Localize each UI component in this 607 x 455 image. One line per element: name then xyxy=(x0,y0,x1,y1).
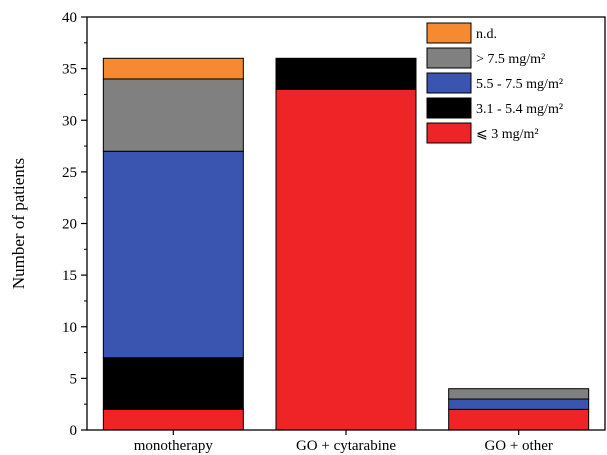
legend-swatch xyxy=(426,72,472,94)
legend: n.d. > 7.5 mg/m² 5.5 - 7.5 mg/m² 3.1 - 5.4 … xyxy=(426,22,563,144)
bars-group xyxy=(102,57,590,431)
legend-label: ⩽ 3 mg/m² xyxy=(476,127,539,142)
legend-swatch xyxy=(426,47,472,69)
y-axis-title: Number of patients xyxy=(9,158,28,289)
y-tick-label: 40 xyxy=(62,10,77,26)
bar-segment xyxy=(448,408,590,431)
legend-label: > 7.5 mg/m² xyxy=(476,52,545,67)
y-tick-label: 10 xyxy=(62,320,77,336)
bar-segment xyxy=(102,408,244,431)
legend-swatch xyxy=(426,97,472,119)
bar-segment xyxy=(102,57,244,80)
bar-segment xyxy=(102,78,244,152)
y-tick-label: 15 xyxy=(62,268,77,284)
bar-segment xyxy=(448,388,590,400)
bar-segment xyxy=(102,150,244,359)
y-axis-ticks: 0 5 10 15 20 25 30 35 40 xyxy=(62,10,87,439)
legend-label: 3.1 - 5.4 mg/m² xyxy=(476,102,563,117)
y-tick-label: 35 xyxy=(62,62,77,78)
legend-swatch xyxy=(426,122,472,144)
x-axis-ticks: monotherapy GO + cytarabine GO + other xyxy=(134,430,553,454)
legend-swatch xyxy=(426,22,472,44)
bar-segment xyxy=(275,57,417,90)
x-tick-label: GO + cytarabine xyxy=(296,438,396,454)
bar-segment xyxy=(102,357,244,410)
y-tick-label: 0 xyxy=(70,423,78,439)
y-tick-label: 25 xyxy=(62,165,77,181)
y-tick-label: 5 xyxy=(70,371,78,387)
legend-label: 5.5 - 7.5 mg/m² xyxy=(476,77,563,92)
x-tick-label: monotherapy xyxy=(134,438,214,454)
bar-segment xyxy=(448,398,590,410)
bar-segment xyxy=(275,88,417,431)
legend-label: n.d. xyxy=(476,27,497,42)
x-tick-label: GO + other xyxy=(484,438,552,454)
y-tick-label: 20 xyxy=(62,217,77,233)
y-tick-label: 30 xyxy=(62,113,77,129)
